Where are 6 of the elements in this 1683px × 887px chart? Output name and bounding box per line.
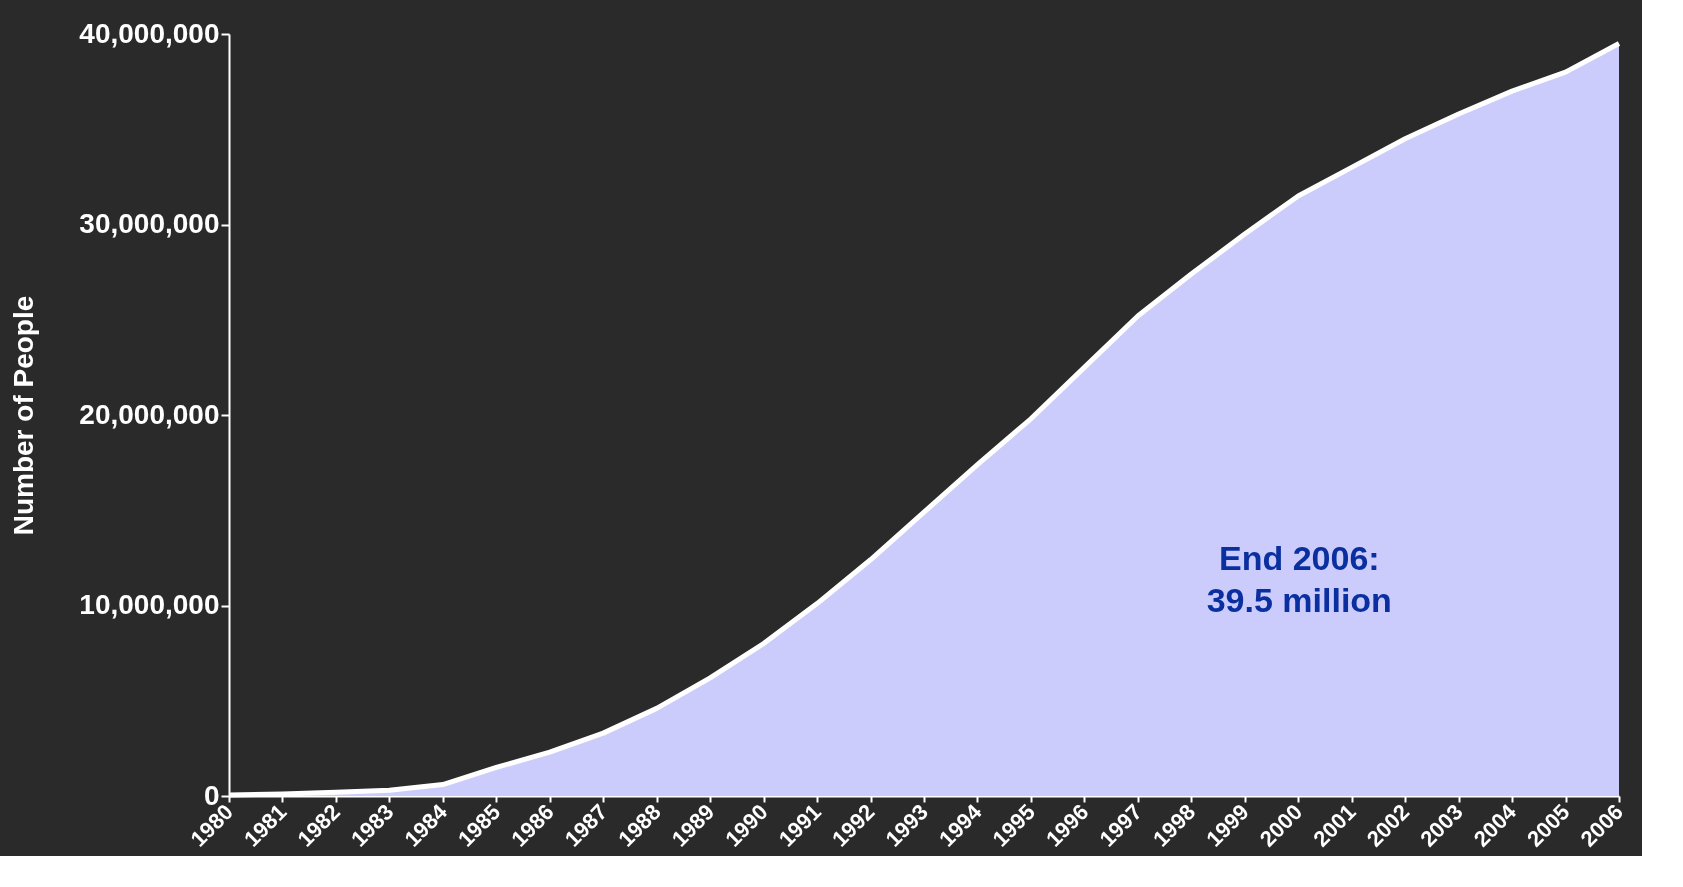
y-tick-label: 20,000,000: [79, 398, 220, 430]
y-tick-label: 10,000,000: [79, 589, 220, 620]
y-tick-label: 30,000,000: [79, 208, 220, 239]
annotation: End 2006: 39.5 million: [1206, 538, 1392, 619]
y-tick-label: 40,000,000: [79, 17, 220, 49]
y-axis-title: Number of People: [8, 295, 40, 536]
